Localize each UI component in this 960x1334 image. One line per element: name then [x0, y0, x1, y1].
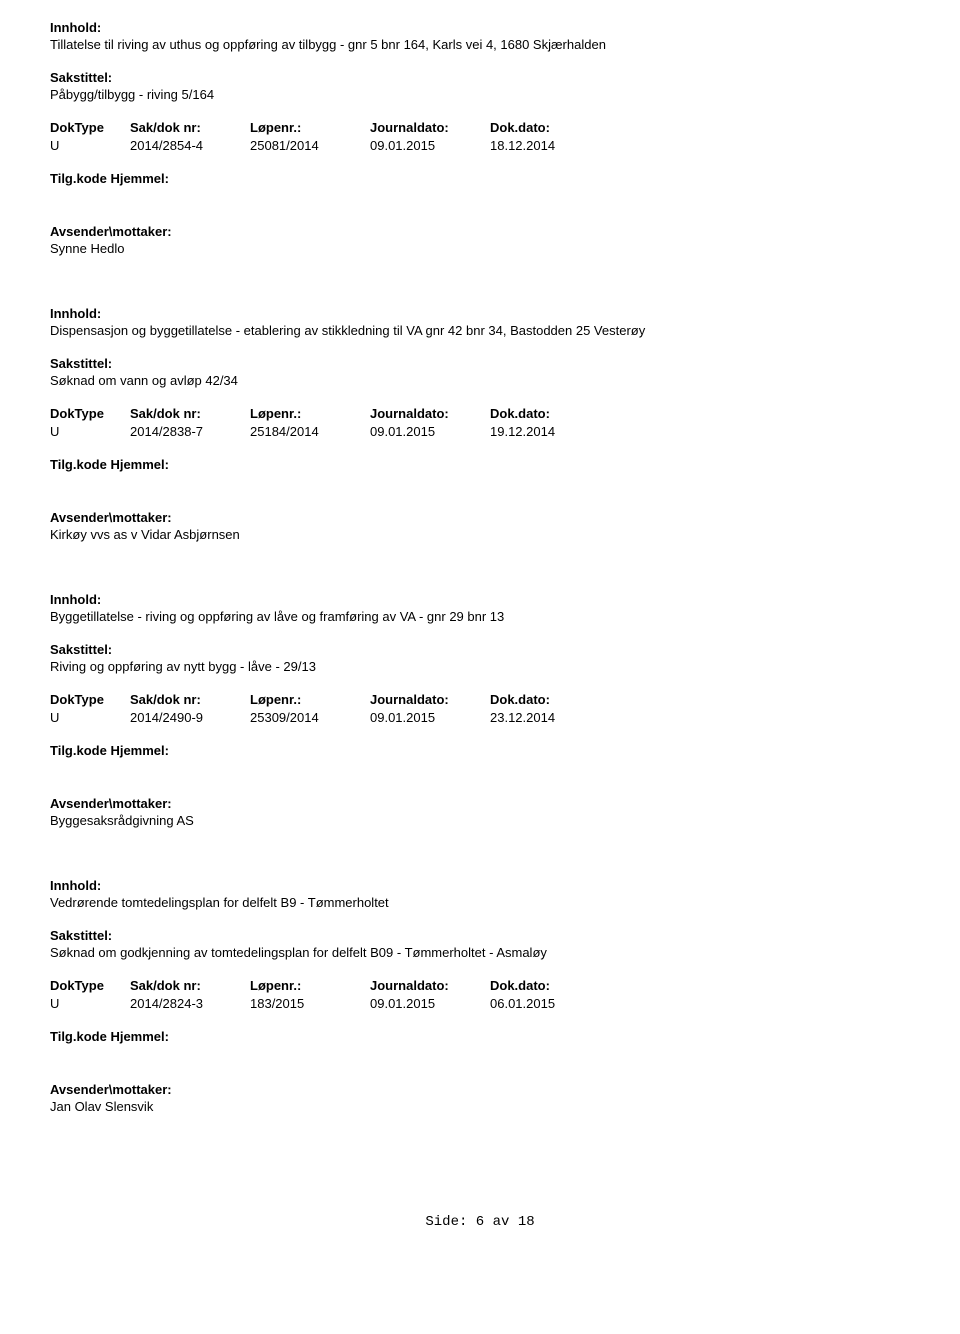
lopenr-value: 25309/2014	[250, 710, 370, 725]
sakstittel-text: Påbygg/tilbygg - riving 5/164	[50, 87, 910, 102]
footer-prefix: Side:	[425, 1214, 467, 1230]
col-sakdok-header: Sak/dok nr:	[130, 692, 250, 707]
doktype-value: U	[50, 996, 130, 1011]
sakdoknr-value: 2014/2490-9	[130, 710, 250, 725]
avsender-label: Avsender\mottaker:	[50, 796, 910, 811]
journaldato-value: 09.01.2015	[370, 710, 490, 725]
innhold-text: Vedrørende tomtedelingsplan for delfelt …	[50, 895, 910, 910]
footer-separator: av	[493, 1214, 510, 1230]
tilgkode-label: Tilg.kode	[50, 1029, 107, 1044]
dokdato-value: 19.12.2014	[490, 424, 610, 439]
col-sakdok-header: Sak/dok nr:	[130, 978, 250, 993]
tilgkode-label: Tilg.kode	[50, 171, 107, 186]
innhold-label: Innhold:	[50, 20, 910, 35]
col-lopenr-header: Løpenr.:	[250, 406, 370, 421]
hjemmel-label: Hjemmel:	[110, 743, 169, 758]
table-row: U 2014/2838-7 25184/2014 09.01.2015 19.1…	[50, 424, 910, 439]
col-journal-header: Journaldato:	[370, 978, 490, 993]
innhold-label: Innhold:	[50, 878, 910, 893]
col-dokdato-header: Dok.dato:	[490, 406, 610, 421]
col-lopenr-header: Løpenr.:	[250, 692, 370, 707]
col-doktype-header: DokType	[50, 406, 130, 421]
record: Innhold: Tillatelse til riving av uthus …	[50, 20, 910, 256]
col-lopenr-header: Løpenr.:	[250, 978, 370, 993]
table-row: U 2014/2490-9 25309/2014 09.01.2015 23.1…	[50, 710, 910, 725]
sakstittel-text: Søknad om vann og avløp 42/34	[50, 373, 910, 388]
sakstittel-text: Søknad om godkjenning av tomtedelingspla…	[50, 945, 910, 960]
doktype-value: U	[50, 710, 130, 725]
sakstittel-label: Sakstittel:	[50, 642, 910, 657]
sakdoknr-value: 2014/2824-3	[130, 996, 250, 1011]
tilgkode-line: Tilg.kode Hjemmel:	[50, 743, 910, 758]
innhold-label: Innhold:	[50, 306, 910, 321]
innhold-label: Innhold:	[50, 592, 910, 607]
col-doktype-header: DokType	[50, 978, 130, 993]
col-doktype-header: DokType	[50, 120, 130, 135]
hjemmel-label: Hjemmel:	[110, 457, 169, 472]
col-dokdato-header: Dok.dato:	[490, 978, 610, 993]
sakstittel-label: Sakstittel:	[50, 70, 910, 85]
hjemmel-label: Hjemmel:	[110, 1029, 169, 1044]
innhold-text: Tillatelse til riving av uthus og oppfør…	[50, 37, 910, 52]
footer-total: 18	[518, 1214, 535, 1230]
journaldato-value: 09.01.2015	[370, 138, 490, 153]
hjemmel-label: Hjemmel:	[110, 171, 169, 186]
dokdato-value: 06.01.2015	[490, 996, 610, 1011]
avsender-label: Avsender\mottaker:	[50, 1082, 910, 1097]
table-header: DokType Sak/dok nr: Løpenr.: Journaldato…	[50, 120, 910, 135]
table-row: U 2014/2824-3 183/2015 09.01.2015 06.01.…	[50, 996, 910, 1011]
innhold-text: Byggetillatelse - riving og oppføring av…	[50, 609, 910, 624]
table-row: U 2014/2854-4 25081/2014 09.01.2015 18.1…	[50, 138, 910, 153]
avsender-label: Avsender\mottaker:	[50, 224, 910, 239]
table-header: DokType Sak/dok nr: Løpenr.: Journaldato…	[50, 978, 910, 993]
col-sakdok-header: Sak/dok nr:	[130, 120, 250, 135]
avsender-text: Kirkøy vvs as v Vidar Asbjørnsen	[50, 527, 910, 542]
lopenr-value: 25081/2014	[250, 138, 370, 153]
sakstittel-text: Riving og oppføring av nytt bygg - låve …	[50, 659, 910, 674]
table-header: DokType Sak/dok nr: Løpenr.: Journaldato…	[50, 692, 910, 707]
journaldato-value: 09.01.2015	[370, 424, 490, 439]
avsender-label: Avsender\mottaker:	[50, 510, 910, 525]
tilgkode-label: Tilg.kode	[50, 743, 107, 758]
dokdato-value: 23.12.2014	[490, 710, 610, 725]
innhold-text: Dispensasjon og byggetillatelse - etable…	[50, 323, 910, 338]
dokdato-value: 18.12.2014	[490, 138, 610, 153]
col-lopenr-header: Løpenr.:	[250, 120, 370, 135]
sakstittel-label: Sakstittel:	[50, 928, 910, 943]
col-journal-header: Journaldato:	[370, 406, 490, 421]
record: Innhold: Dispensasjon og byggetillatelse…	[50, 306, 910, 542]
tilgkode-line: Tilg.kode Hjemmel:	[50, 457, 910, 472]
col-doktype-header: DokType	[50, 692, 130, 707]
sakstittel-label: Sakstittel:	[50, 356, 910, 371]
col-sakdok-header: Sak/dok nr:	[130, 406, 250, 421]
lopenr-value: 25184/2014	[250, 424, 370, 439]
avsender-text: Byggesaksrådgivning AS	[50, 813, 910, 828]
sakdoknr-value: 2014/2838-7	[130, 424, 250, 439]
tilgkode-line: Tilg.kode Hjemmel:	[50, 1029, 910, 1044]
col-journal-header: Journaldato:	[370, 692, 490, 707]
col-dokdato-header: Dok.dato:	[490, 120, 610, 135]
avsender-text: Jan Olav Slensvik	[50, 1099, 910, 1114]
page-footer: Side: 6 av 18	[50, 1214, 910, 1230]
avsender-text: Synne Hedlo	[50, 241, 910, 256]
tilgkode-label: Tilg.kode	[50, 457, 107, 472]
footer-page: 6	[476, 1214, 484, 1230]
journaldato-value: 09.01.2015	[370, 996, 490, 1011]
record: Innhold: Vedrørende tomtedelingsplan for…	[50, 878, 910, 1114]
table-header: DokType Sak/dok nr: Løpenr.: Journaldato…	[50, 406, 910, 421]
sakdoknr-value: 2014/2854-4	[130, 138, 250, 153]
tilgkode-line: Tilg.kode Hjemmel:	[50, 171, 910, 186]
lopenr-value: 183/2015	[250, 996, 370, 1011]
col-dokdato-header: Dok.dato:	[490, 692, 610, 707]
col-journal-header: Journaldato:	[370, 120, 490, 135]
record: Innhold: Byggetillatelse - riving og opp…	[50, 592, 910, 828]
doktype-value: U	[50, 424, 130, 439]
doktype-value: U	[50, 138, 130, 153]
